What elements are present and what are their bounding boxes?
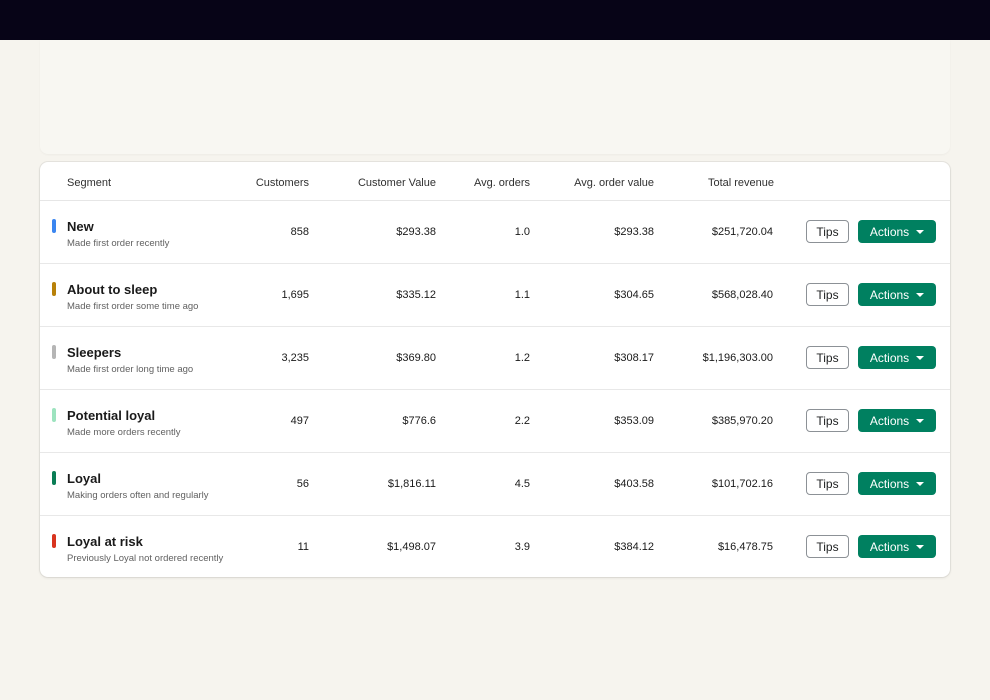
- caret-down-icon: [916, 544, 925, 549]
- segment-name: Loyal at risk: [67, 534, 143, 549]
- customer-value-cell: $1,498.07: [387, 541, 436, 553]
- tips-button[interactable]: Tips: [806, 346, 849, 369]
- header-avg-orders: Avg. orders: [473, 177, 530, 189]
- customer-value-cell: $335.12: [396, 289, 436, 301]
- header-customers: Customers: [255, 177, 309, 189]
- total-revenue-cell: $16,478.75: [717, 541, 773, 553]
- table-row: About to sleep Made first order some tim…: [40, 264, 950, 327]
- actions-dropdown-button[interactable]: Actions: [858, 220, 936, 243]
- customers-cell: 56: [296, 478, 309, 490]
- segment-color-indicator: [52, 471, 56, 485]
- summary-card: [40, 40, 950, 154]
- segment-description: Made first order some time ago: [67, 301, 199, 312]
- actions-label: Actions: [869, 224, 910, 239]
- segment-description: Previously Loyal not ordered recently: [67, 553, 224, 564]
- segment-description: Made first order long time ago: [67, 364, 194, 375]
- header-customer-value: Customer Value: [357, 177, 436, 189]
- actions-dropdown-button[interactable]: Actions: [858, 283, 936, 306]
- total-revenue-cell: $251,720.04: [711, 226, 773, 238]
- caret-down-icon: [916, 355, 925, 360]
- actions-dropdown-button[interactable]: Actions: [858, 472, 936, 495]
- header-avg-order-value: Avg. order value: [574, 177, 654, 189]
- actions-label: Actions: [869, 476, 910, 491]
- table-row: New Made first order recently 858 $293.3…: [40, 201, 950, 264]
- tips-button[interactable]: Tips: [806, 535, 849, 558]
- actions-label: Actions: [869, 287, 910, 302]
- avg-orders-cell: 4.5: [514, 478, 530, 490]
- tips-button[interactable]: Tips: [806, 409, 849, 432]
- segment-color-indicator: [52, 282, 56, 296]
- total-revenue-cell: $1,196,303.00: [702, 352, 773, 364]
- customers-cell: 1,695: [281, 289, 309, 301]
- total-revenue-cell: $385,970.20: [711, 415, 773, 427]
- customer-value-cell: $293.38: [396, 226, 436, 238]
- segment-color-indicator: [52, 219, 56, 233]
- total-revenue-cell: $101,702.16: [711, 478, 773, 490]
- avg-order-value-cell: $353.09: [614, 415, 654, 427]
- actions-dropdown-button[interactable]: Actions: [858, 346, 936, 369]
- caret-down-icon: [916, 418, 925, 423]
- customers-cell: 11: [297, 541, 309, 553]
- customer-value-cell: $369.80: [396, 352, 436, 364]
- table-row: Loyal at risk Previously Loyal not order…: [40, 516, 950, 577]
- customer-value-cell: $776.6: [402, 415, 436, 427]
- table-row: Loyal Making orders often and regularly …: [40, 453, 950, 516]
- segment-description: Making orders often and regularly: [67, 490, 209, 501]
- table-row: Sleepers Made first order long time ago …: [40, 327, 950, 390]
- segment-name: New: [67, 219, 94, 234]
- table-row: Potential loyal Made more orders recentl…: [40, 390, 950, 453]
- segment-description: Made more orders recently: [67, 427, 181, 438]
- total-revenue-cell: $568,028.40: [711, 289, 773, 301]
- table-body: New Made first order recently 858 $293.3…: [40, 201, 950, 577]
- top-bar: [0, 0, 990, 40]
- avg-orders-cell: 1.0: [514, 226, 530, 238]
- header-segment: Segment: [67, 177, 112, 189]
- caret-down-icon: [916, 292, 925, 297]
- avg-orders-cell: 2.2: [514, 415, 530, 427]
- segment-color-indicator: [52, 345, 56, 359]
- segment-name: Loyal: [67, 471, 101, 486]
- avg-order-value-cell: $293.38: [614, 226, 654, 238]
- customer-value-cell: $1,816.11: [387, 478, 436, 490]
- avg-orders-cell: 1.2: [514, 352, 530, 364]
- table-header: Segment Customers Customer Value Avg. or…: [40, 162, 950, 201]
- actions-dropdown-button[interactable]: Actions: [858, 535, 936, 558]
- caret-down-icon: [916, 481, 925, 486]
- customers-cell: 497: [290, 415, 309, 427]
- segment-description: Made first order recently: [67, 238, 170, 249]
- tips-button[interactable]: Tips: [806, 220, 849, 243]
- customers-cell: 858: [290, 226, 309, 238]
- segment-color-indicator: [52, 408, 56, 422]
- header-total-revenue: Total revenue: [707, 177, 774, 189]
- segment-name: Potential loyal: [67, 408, 156, 423]
- segment-name: Sleepers: [67, 345, 122, 360]
- tips-button[interactable]: Tips: [806, 472, 849, 495]
- segment-color-indicator: [52, 534, 56, 548]
- actions-label: Actions: [869, 413, 910, 428]
- avg-order-value-cell: $384.12: [614, 541, 654, 553]
- tips-button[interactable]: Tips: [806, 283, 849, 306]
- avg-orders-cell: 1.1: [514, 289, 530, 301]
- actions-dropdown-button[interactable]: Actions: [858, 409, 936, 432]
- caret-down-icon: [916, 229, 925, 234]
- customers-cell: 3,235: [281, 352, 309, 364]
- segment-name: About to sleep: [67, 282, 158, 297]
- avg-orders-cell: 3.9: [514, 541, 530, 553]
- avg-order-value-cell: $308.17: [614, 352, 654, 364]
- actions-label: Actions: [869, 350, 910, 365]
- avg-order-value-cell: $403.58: [614, 478, 654, 490]
- actions-label: Actions: [869, 539, 910, 554]
- avg-order-value-cell: $304.65: [614, 289, 654, 301]
- segments-table: Segment Customers Customer Value Avg. or…: [40, 162, 950, 577]
